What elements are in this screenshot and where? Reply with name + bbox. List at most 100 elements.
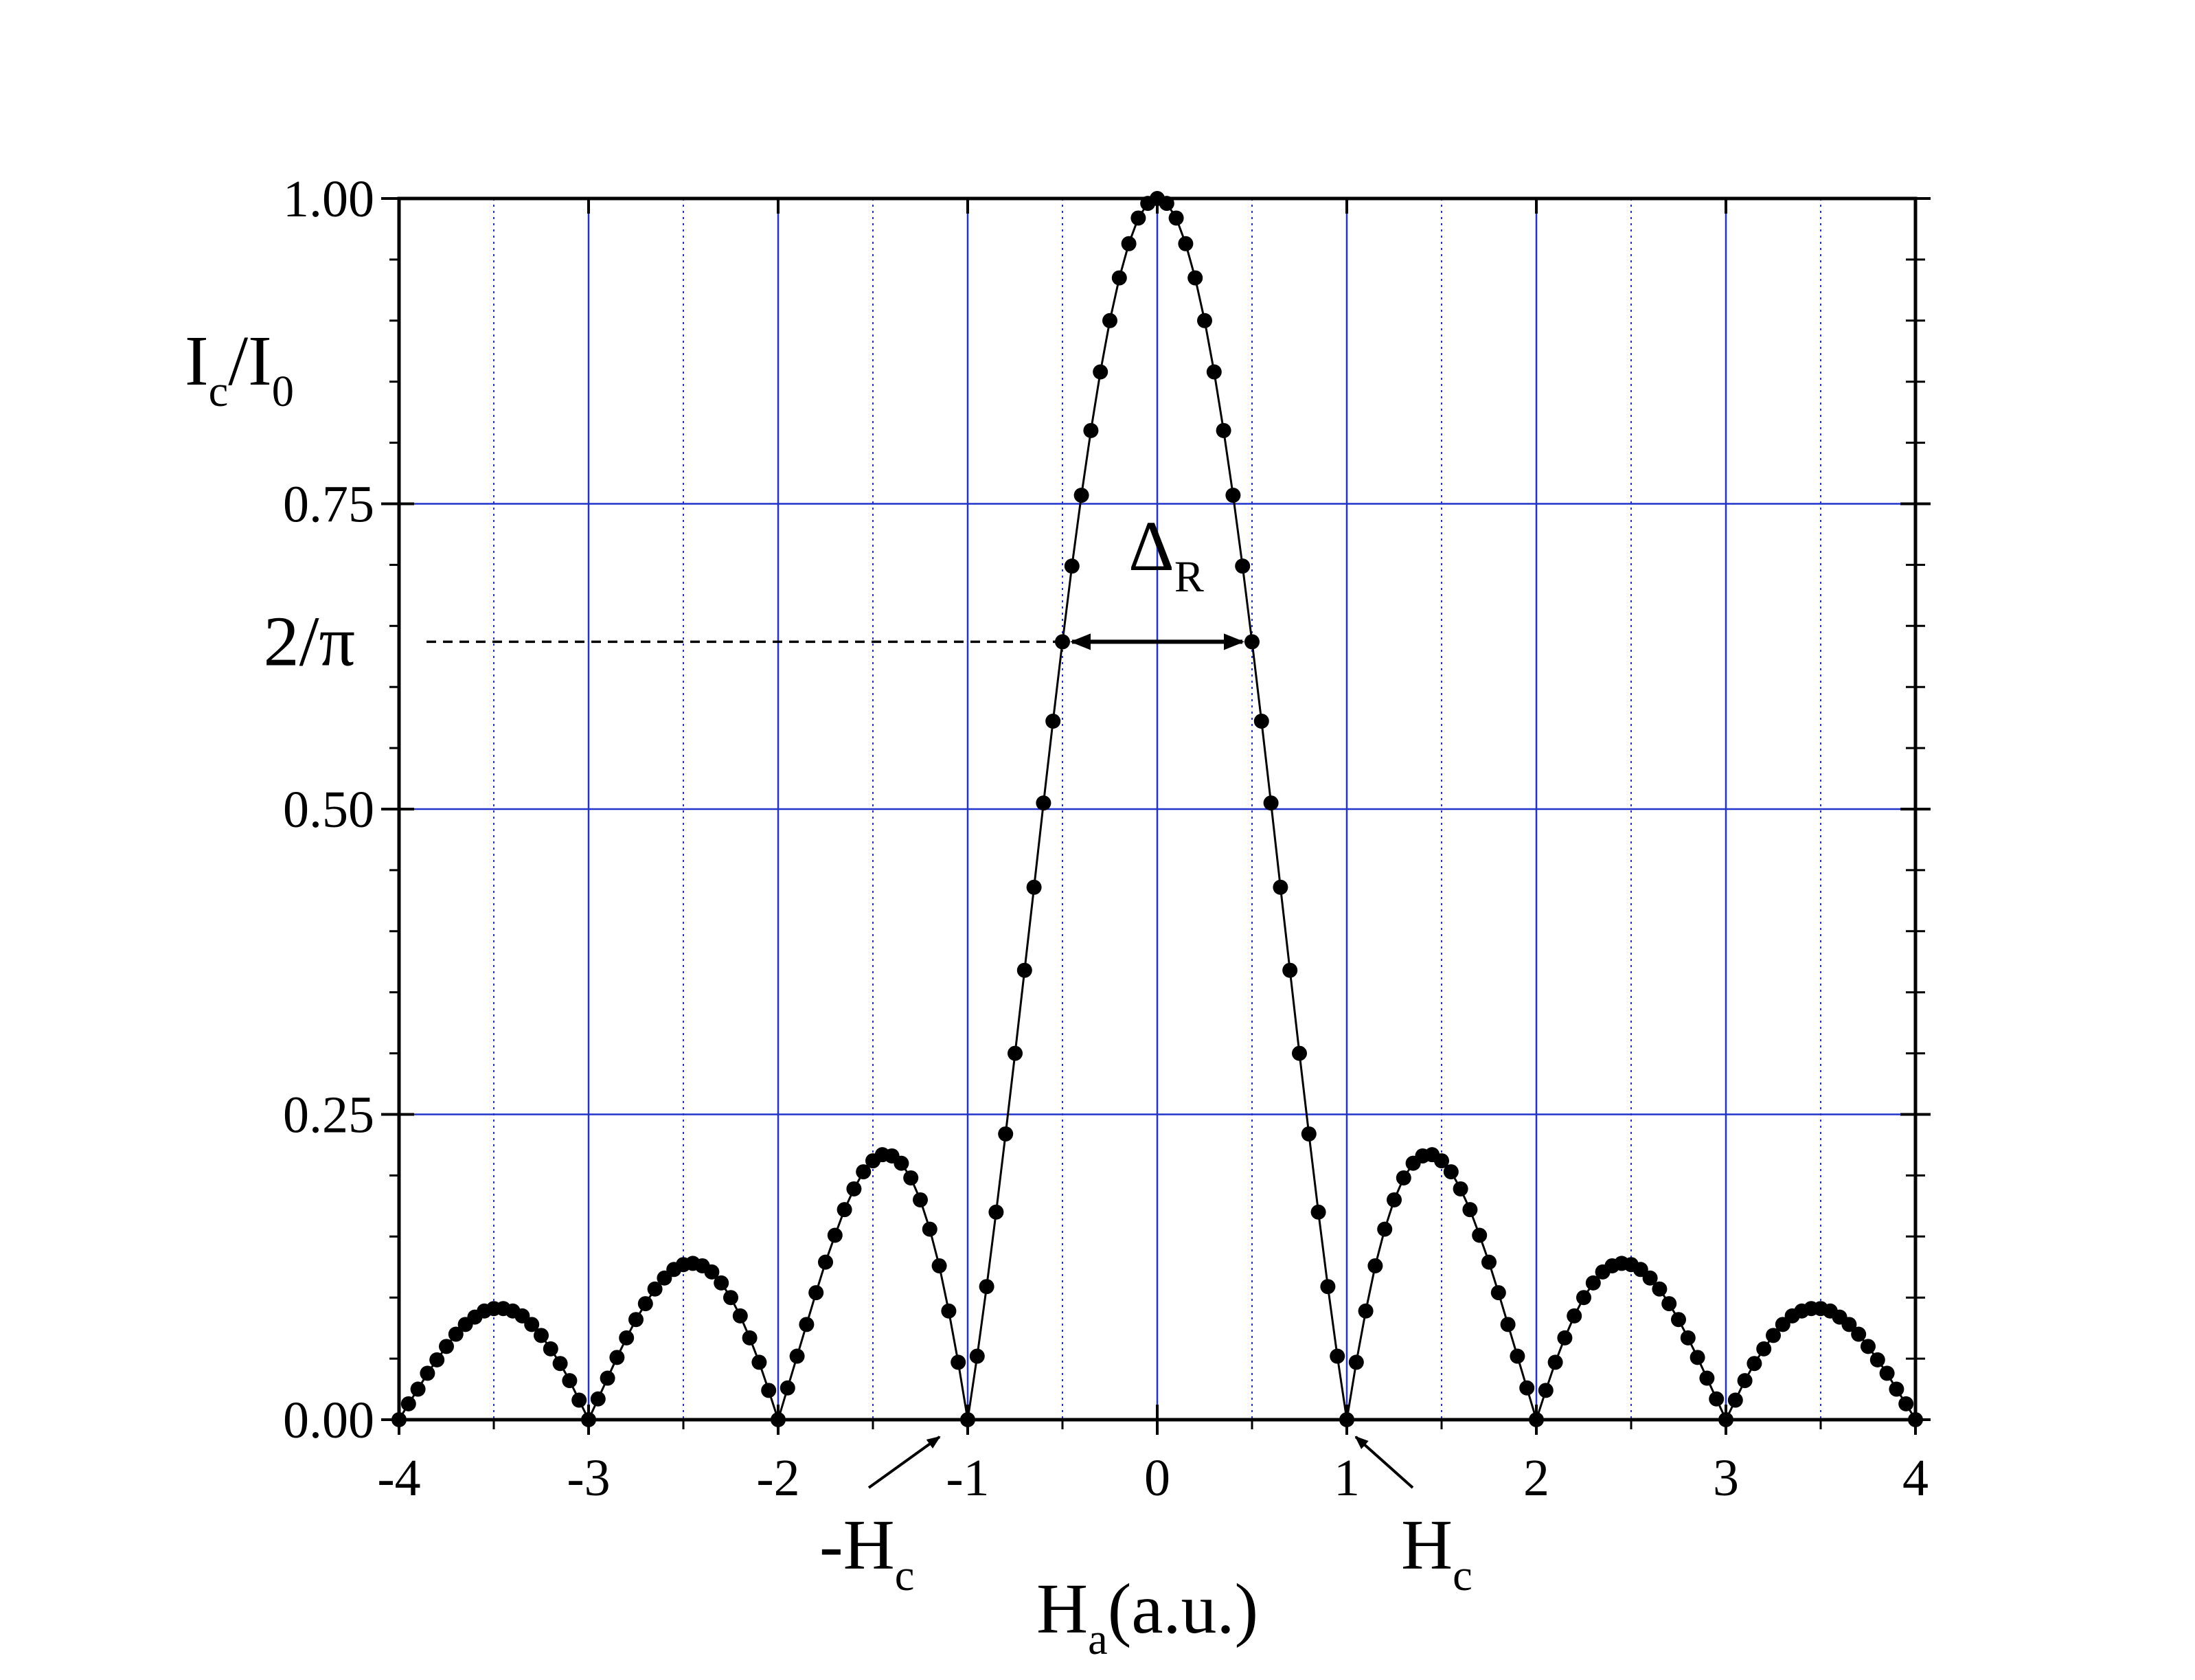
- data-point: [1510, 1348, 1525, 1364]
- label-part: /I: [228, 321, 272, 400]
- data-point: [931, 1258, 947, 1273]
- data-point: [1102, 313, 1117, 328]
- data-point: [1168, 210, 1184, 226]
- y-tick-label: 1.00: [283, 170, 374, 228]
- data-point: [1111, 270, 1127, 286]
- data-point: [1889, 1381, 1904, 1397]
- data-point: [1519, 1380, 1535, 1396]
- x-tick-label: 0: [1144, 1449, 1170, 1507]
- data-point: [979, 1279, 994, 1295]
- subscript: 0: [272, 367, 294, 416]
- data-point: [1567, 1308, 1582, 1324]
- subscript: c: [1453, 1551, 1472, 1600]
- x-tick-label: 1: [1334, 1449, 1360, 1507]
- x-tick-label: -4: [377, 1449, 420, 1507]
- data-point: [1652, 1281, 1668, 1297]
- data-point: [1045, 713, 1061, 729]
- data-point: [420, 1365, 435, 1381]
- data-point: [1756, 1341, 1772, 1357]
- data-point: [1064, 558, 1080, 574]
- data-point: [1339, 1412, 1354, 1427]
- data-point: [410, 1381, 426, 1397]
- subscript: a: [1088, 1615, 1108, 1664]
- data-point: [524, 1317, 540, 1332]
- marker-label: Hc: [1401, 1506, 1472, 1600]
- data-point: [1690, 1350, 1705, 1365]
- data-point: [998, 1126, 1014, 1142]
- data-point: [1500, 1317, 1516, 1332]
- data-point: [1766, 1328, 1781, 1343]
- data-point: [714, 1275, 729, 1291]
- data-point: [894, 1155, 909, 1171]
- data-point: [1851, 1326, 1867, 1342]
- marker-arrow: [867, 1435, 941, 1489]
- data-point: [1709, 1391, 1725, 1407]
- width-label: ΔR: [1128, 507, 1204, 601]
- data-point: [1187, 270, 1203, 286]
- data-point: [1008, 1045, 1023, 1061]
- x-tick-label: 2: [1523, 1449, 1549, 1507]
- data-point: [704, 1264, 720, 1280]
- data-point: [1225, 488, 1241, 503]
- data-point: [988, 1204, 1004, 1220]
- data-point: [391, 1412, 407, 1427]
- data-point: [1869, 1352, 1885, 1367]
- data-point: [1358, 1303, 1374, 1319]
- data-point: [951, 1354, 966, 1370]
- x-tick-label: 4: [1902, 1449, 1929, 1507]
- data-point: [818, 1254, 833, 1270]
- data-point: [1178, 236, 1194, 251]
- label-part: Δ: [1128, 507, 1174, 586]
- data-point: [1348, 1354, 1364, 1370]
- x-tick-label: -3: [567, 1449, 610, 1507]
- data-point: [562, 1373, 578, 1389]
- data-point: [846, 1181, 862, 1196]
- data-point: [1016, 962, 1032, 978]
- data-point: [1462, 1202, 1478, 1218]
- data-point: [1529, 1412, 1544, 1427]
- data-point: [1699, 1370, 1715, 1386]
- data-point: [742, 1330, 758, 1346]
- data-point: [1330, 1348, 1345, 1364]
- data-point: [1557, 1330, 1573, 1346]
- data-point: [960, 1412, 975, 1427]
- marker-arrow: [1354, 1435, 1414, 1489]
- data-point: [552, 1356, 568, 1372]
- data-point: [1310, 1204, 1326, 1220]
- data-point: [1036, 795, 1051, 811]
- y-axis-title: Ic/I0: [185, 321, 294, 416]
- data-point: [1727, 1392, 1743, 1408]
- data-point: [1861, 1339, 1876, 1354]
- data-point: [751, 1354, 767, 1370]
- data-point: [1387, 1192, 1402, 1207]
- data-point: [534, 1328, 549, 1343]
- data-point: [761, 1383, 777, 1398]
- data-point: [647, 1281, 663, 1297]
- data-point: [1547, 1354, 1563, 1370]
- data-point: [429, 1352, 445, 1367]
- label-part: (a.u.): [1108, 1569, 1258, 1648]
- data-point: [1453, 1181, 1468, 1196]
- data-point: [1055, 634, 1070, 650]
- data-point: [448, 1326, 464, 1342]
- data-point: [789, 1348, 805, 1364]
- data-point: [628, 1312, 644, 1328]
- data-point: [941, 1303, 957, 1319]
- data-point: [439, 1339, 454, 1354]
- data-point: [1718, 1412, 1733, 1427]
- data-point: [400, 1396, 416, 1411]
- x-axis-title: Ha(a.u.): [1036, 1569, 1258, 1664]
- subscript: c: [895, 1551, 915, 1600]
- data-point: [543, 1341, 558, 1357]
- data-point: [1661, 1296, 1677, 1312]
- data-point: [609, 1350, 625, 1365]
- data-point: [913, 1192, 928, 1207]
- data-point: [600, 1370, 615, 1386]
- data-point: [1585, 1275, 1601, 1291]
- data-point: [827, 1227, 843, 1243]
- x-tick-label: -1: [946, 1449, 989, 1507]
- label-part: H: [1036, 1569, 1088, 1648]
- data-point: [1216, 422, 1231, 438]
- data-point: [1292, 1045, 1307, 1061]
- x-tick-label: 3: [1713, 1449, 1739, 1507]
